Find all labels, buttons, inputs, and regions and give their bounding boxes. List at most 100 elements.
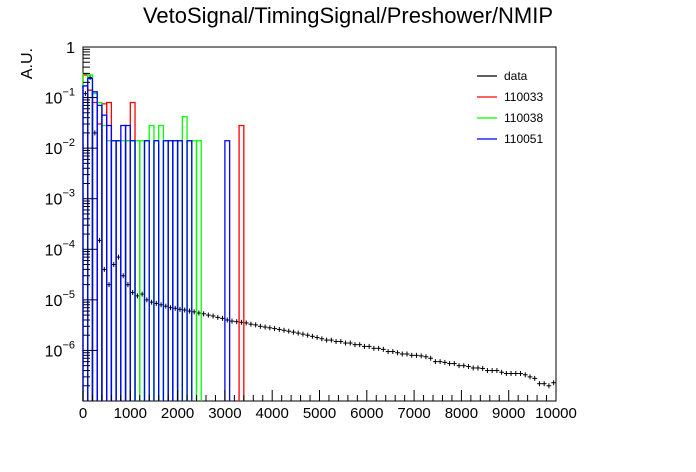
data-point-84 — [480, 365, 486, 371]
data-point-12 — [139, 291, 145, 297]
data-point-10 — [130, 289, 136, 295]
y-tick-label: 10−6 — [45, 339, 75, 360]
data-point-78 — [451, 361, 457, 367]
data-point-80 — [461, 363, 467, 369]
bin-110051-14 — [167, 140, 174, 401]
data-point-46 — [300, 331, 306, 337]
data-point-59 — [362, 343, 367, 349]
data-point-1 — [87, 74, 93, 80]
data-point-90 — [508, 370, 514, 376]
data-point-53 — [333, 339, 339, 345]
data-point-20 — [177, 306, 183, 312]
bin-110051-8 — [120, 124, 127, 401]
bin-110038-7 — [115, 140, 122, 401]
legend-item-data: data — [477, 69, 528, 83]
y-tick-label: 10−3 — [45, 188, 75, 209]
bin-110033-8 — [129, 101, 136, 401]
bin-110051-10 — [129, 140, 136, 401]
data-point-40 — [272, 326, 277, 332]
x-tick-label: 4000 — [256, 405, 289, 422]
bin-110033-7 — [124, 140, 131, 401]
legend-item-110038: 110038 — [477, 111, 543, 125]
x-tick-label: 9000 — [492, 405, 525, 422]
data-point-87 — [494, 368, 500, 374]
chart-title: VetoSignal/TimingSignal/Preshower/NMIP — [143, 3, 553, 28]
data-point-23 — [191, 309, 197, 315]
y-tick-label: 1 — [66, 40, 75, 57]
x-tick-label: 8000 — [445, 405, 478, 422]
bin-110038-9 — [124, 140, 131, 401]
data-point-29 — [220, 315, 225, 321]
data-point-26 — [205, 312, 211, 318]
data-point-54 — [338, 339, 344, 345]
bin-110051-9 — [124, 124, 131, 401]
x-tick-label: 6000 — [350, 405, 383, 422]
plot-area — [82, 46, 557, 402]
data-point-55 — [343, 340, 348, 346]
bin-110051-6 — [110, 140, 117, 401]
legend-label: 110038 — [504, 111, 543, 125]
bin-110038-0 — [82, 72, 89, 401]
data-point-62 — [376, 345, 381, 351]
bin-110051-2 — [91, 91, 98, 401]
data-point-18 — [168, 305, 173, 311]
data-point-95 — [532, 375, 538, 381]
bin-110038-14 — [148, 124, 155, 401]
x-tick-label: 2000 — [161, 405, 194, 422]
data-point-33 — [239, 319, 244, 325]
data-point-41 — [276, 326, 282, 332]
data-point-68 — [404, 351, 410, 357]
data-point-13 — [144, 297, 150, 303]
data-point-42 — [281, 327, 287, 333]
data-point-70 — [414, 352, 419, 358]
data-point-7 — [116, 254, 121, 260]
bin-110038-3 — [96, 101, 103, 401]
data-point-89 — [503, 370, 509, 376]
data-point-47 — [305, 332, 311, 338]
data-point-9 — [125, 282, 131, 288]
bin-110033-9 — [238, 124, 245, 401]
data-point-21 — [182, 307, 188, 313]
legend-label: 110033 — [504, 90, 543, 104]
bin-110051-16 — [176, 140, 183, 401]
data-point-5 — [106, 282, 112, 288]
data-point-96 — [537, 381, 542, 387]
data-point-67 — [399, 351, 405, 357]
bin-110038-16 — [158, 124, 165, 401]
data-point-75 — [437, 359, 443, 365]
y-tick-label: 10−5 — [45, 289, 75, 310]
data-point-4 — [101, 266, 107, 272]
bin-110051-11 — [143, 140, 150, 401]
bin-110038-2 — [91, 92, 98, 401]
data-point-31 — [229, 318, 235, 324]
bin-110051-18 — [224, 140, 231, 401]
data-point-49 — [314, 335, 320, 341]
data-point-2 — [92, 130, 98, 136]
data-point-76 — [442, 359, 448, 365]
data-point-48 — [310, 333, 315, 339]
data-point-56 — [347, 340, 353, 346]
data-point-64 — [385, 349, 391, 355]
data-point-72 — [423, 354, 429, 360]
data-point-19 — [172, 305, 178, 311]
x-tick-label: 0 — [79, 405, 87, 422]
data-point-85 — [485, 368, 490, 374]
data-point-77 — [447, 361, 452, 367]
bin-110051-4 — [101, 114, 108, 401]
data-point-60 — [366, 343, 372, 349]
data-point-34 — [243, 320, 249, 326]
bin-110038-4 — [101, 124, 108, 401]
legend-item-110033: 110033 — [477, 90, 543, 104]
series-110051 — [82, 77, 231, 401]
data-point-15 — [153, 300, 159, 306]
bin-110038-11 — [134, 140, 141, 401]
y-tick-label: 10−2 — [45, 137, 75, 158]
data-point-58 — [357, 342, 363, 348]
data-point-73 — [428, 355, 434, 361]
data-point-71 — [418, 353, 424, 359]
bin-110038-13 — [143, 140, 150, 401]
data-point-14 — [149, 299, 154, 305]
series-110038 — [82, 72, 202, 401]
bin-110038-19 — [172, 140, 179, 401]
